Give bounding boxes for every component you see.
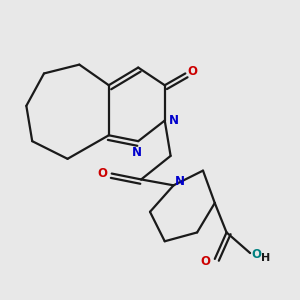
Text: O: O — [188, 65, 198, 79]
Text: N: N — [175, 175, 185, 188]
Text: N: N — [132, 146, 142, 159]
Text: O: O — [200, 255, 210, 268]
Text: H: H — [261, 254, 271, 263]
Text: O: O — [252, 248, 262, 261]
Text: N: N — [169, 114, 179, 127]
Text: O: O — [97, 167, 107, 180]
